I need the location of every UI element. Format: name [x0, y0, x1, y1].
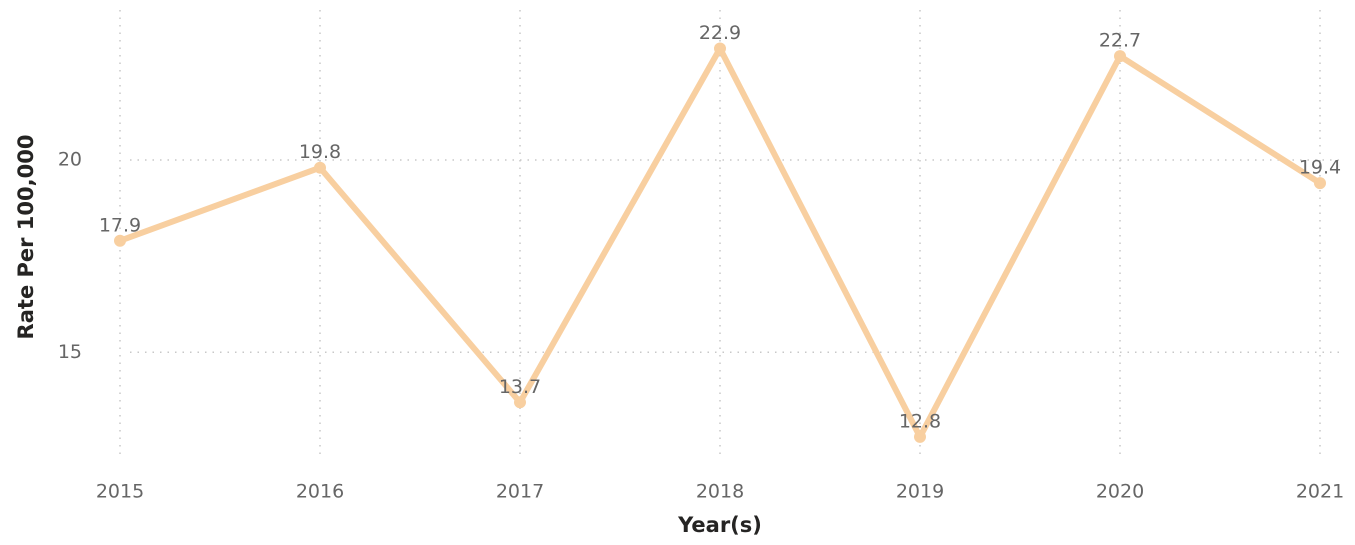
x-tick-label: 2015 — [96, 481, 144, 503]
point — [1114, 50, 1126, 63]
point — [914, 430, 926, 443]
x-tick-label: 2019 — [896, 481, 944, 503]
x-tick-label: 2017 — [496, 481, 544, 503]
x-axis-title: Year(s) — [677, 513, 762, 537]
x-tick-label: 2018 — [696, 481, 744, 503]
data-label: 17.9 — [99, 214, 141, 236]
data-label: 12.8 — [899, 410, 941, 432]
point — [1314, 177, 1326, 190]
data-label: 19.4 — [1299, 157, 1341, 179]
x-tick-label: 2016 — [296, 481, 344, 503]
point — [714, 42, 726, 55]
x-tick-label: 2020 — [1096, 481, 1144, 503]
point — [314, 161, 326, 174]
point — [514, 396, 526, 409]
y-tick-label: 15 — [58, 341, 82, 363]
data-label: 22.9 — [699, 22, 741, 44]
y-axis-title: Rate Per 100,000 — [14, 135, 38, 340]
y-tick-label: 20 — [58, 149, 82, 171]
point — [114, 234, 126, 247]
x-tick-label: 2021 — [1296, 481, 1344, 503]
data-label: 22.7 — [1099, 30, 1141, 52]
data-label: 19.8 — [299, 141, 341, 163]
data-label: 13.7 — [499, 376, 541, 398]
